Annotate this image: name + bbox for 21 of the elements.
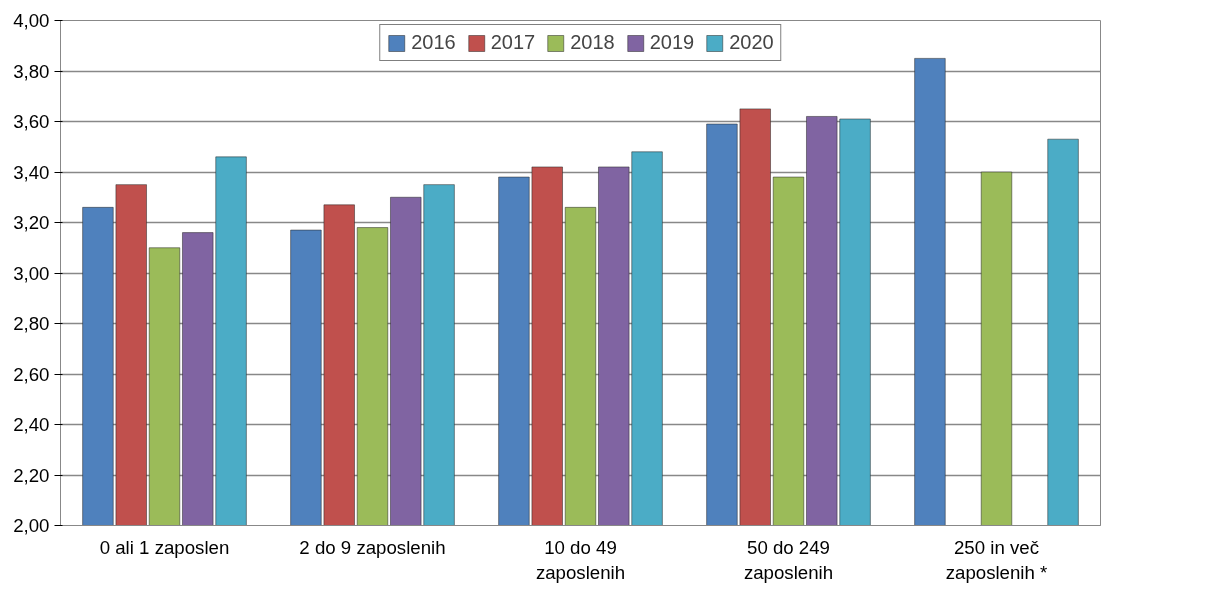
x-tick-label: 10 do 49 zaposlenih: [535, 536, 626, 583]
legend-label: 2018: [570, 31, 615, 54]
x-tick-label: 250 in več zaposlenih *: [945, 536, 1048, 583]
legend-label: 2020: [729, 31, 774, 54]
legend-label: 2019: [649, 31, 695, 54]
legend-label: 2017: [490, 31, 536, 54]
y-tick-label: 2,40: [13, 414, 50, 435]
y-tick-label: 2,80: [13, 313, 50, 334]
x-tick-label: 2 do 9 zaposlenih: [299, 536, 446, 558]
y-tick-label: 3,40: [13, 161, 50, 183]
y-tick-label: 3,80: [13, 60, 50, 82]
x-tick-label: 0 ali 1 zaposlen: [99, 536, 230, 558]
y-tick-label: 3,00: [13, 262, 50, 284]
legend-label: 2016: [411, 31, 456, 54]
y-tick-label: 3,60: [13, 111, 50, 132]
y-tick-label: 2,60: [13, 363, 50, 385]
y-tick-label: 4,00: [13, 10, 50, 31]
y-tick-label: 3,20: [13, 212, 50, 233]
y-tick-label: 2,20: [13, 464, 50, 486]
x-tick-label: 50 do 249 zaposlenih: [743, 536, 834, 583]
y-tick-label: 2,00: [13, 515, 50, 536]
